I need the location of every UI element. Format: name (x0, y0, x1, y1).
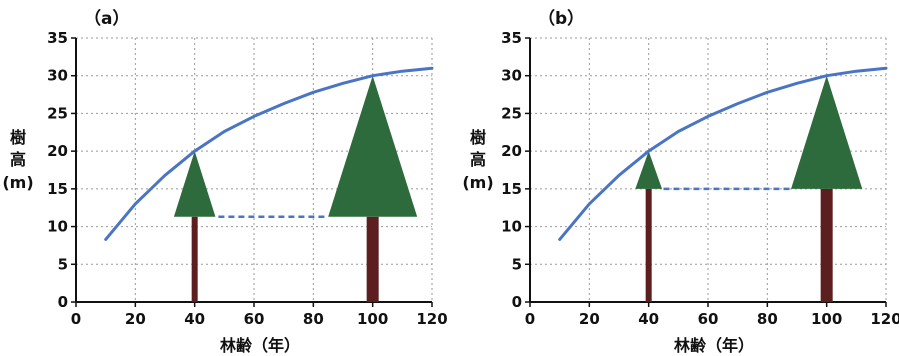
y-tick-label: 0 (512, 293, 522, 311)
y-tick-label: 0 (58, 293, 68, 311)
y-tick-label: 10 (47, 218, 68, 236)
y-tick-label: 25 (501, 104, 522, 122)
y-axis-label: 樹 (10, 128, 26, 147)
y-axis-label: (m) (462, 173, 493, 192)
y-axis-label: (m) (2, 173, 33, 192)
x-tick-label: 0 (71, 310, 81, 328)
x-axis-label: 林齢（年） (674, 336, 754, 355)
panel-a: 0 20 40 60 80 100 120 0 5 10 15 20 25 30 35 （a） 樹高 (m) 林齢（… (2, 8, 447, 355)
x-tick-label: 40 (184, 310, 205, 328)
y-tick-label: 15 (47, 180, 68, 198)
tree-trunk (191, 216, 198, 302)
y-tick-label: 10 (501, 218, 522, 236)
y-tick-label: 35 (47, 29, 68, 47)
x-axis-label: 林齢（年） (220, 336, 300, 355)
tree-crown (173, 151, 216, 217)
y-axis-label: 高 (10, 150, 26, 169)
tree-trunk (820, 188, 833, 302)
y-tick-label: 30 (47, 67, 68, 85)
x-tick-label: 80 (303, 310, 324, 328)
tree-crown (635, 151, 663, 189)
x-tick-label: 100 (357, 310, 388, 328)
panel-label: （b） (538, 8, 584, 29)
tree-trunk (645, 188, 652, 302)
y-tick-label: 20 (501, 142, 522, 160)
x-tick-label: 20 (579, 310, 600, 328)
tree-crown (328, 75, 418, 217)
x-tick-label: 120 (870, 310, 899, 328)
growth-curve (558, 66, 888, 241)
y-tick-label: 5 (58, 255, 68, 273)
x-tick-label: 20 (125, 310, 146, 328)
y-axis-label: 高 (470, 150, 486, 169)
x-tick-label: 80 (757, 310, 778, 328)
x-tick-label: 0 (525, 310, 535, 328)
panel-b: 0 20 40 60 80 100 120 0 5 10 15 20 25 30 35 （b） 樹高 (m) 林齢（… (462, 8, 899, 355)
y-tick-label: 20 (47, 142, 68, 160)
y-tick-label: 35 (501, 29, 522, 47)
x-tick-label: 60 (698, 310, 719, 328)
y-axis-label: 樹 (470, 128, 486, 147)
y-tick-label: 25 (47, 104, 68, 122)
growth-curve (104, 66, 434, 241)
y-tick-label: 5 (512, 255, 522, 273)
y-tick-label: 15 (501, 180, 522, 198)
x-tick-label: 60 (244, 310, 265, 328)
tree-trunk (366, 216, 379, 302)
x-tick-label: 120 (416, 310, 447, 328)
x-tick-label: 100 (811, 310, 842, 328)
x-tick-label: 40 (638, 310, 659, 328)
tree-crown (791, 75, 863, 189)
panel-label: （a） (84, 8, 129, 29)
y-tick-label: 30 (501, 67, 522, 85)
